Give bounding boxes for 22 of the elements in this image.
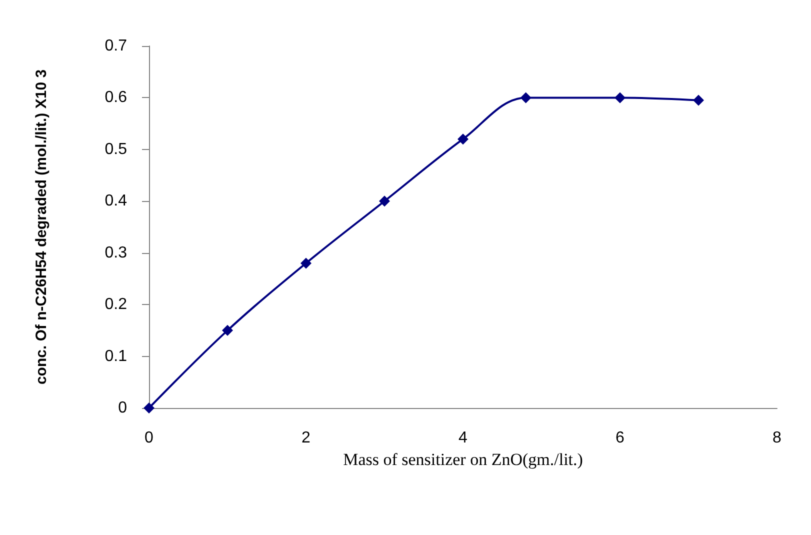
x-axis-title: Mass of sensitizer on ZnO(gm./lit.) <box>343 450 583 469</box>
point <box>379 196 390 207</box>
point <box>222 324 233 336</box>
point <box>614 92 626 104</box>
point <box>520 92 532 104</box>
y-tick-label: 0 <box>118 400 128 416</box>
y-tick-label: 0.2 <box>104 296 128 314</box>
y-tick-label: 0.3 <box>104 244 128 262</box>
point <box>693 94 704 106</box>
y-tick-label: 0.4 <box>104 192 128 210</box>
x-tick-label: 8 <box>772 430 782 446</box>
y-tick-label: 0.6 <box>104 89 128 106</box>
y-axis-title: conc. Of n-C26H54 degraded (mol./lit.) X10 3 <box>33 69 50 385</box>
x-tick-label: 4 <box>458 430 468 446</box>
y-tick-label: 0.5 <box>104 140 128 158</box>
x-tick-label: 2 <box>302 430 311 446</box>
y-tick-label: 0.7 <box>104 38 128 54</box>
point <box>300 258 312 269</box>
x-tick-label: 0 <box>144 430 154 446</box>
x-tick-label: 6 <box>616 430 625 446</box>
y-tick-label: 0.1 <box>104 348 128 365</box>
point <box>458 134 468 145</box>
